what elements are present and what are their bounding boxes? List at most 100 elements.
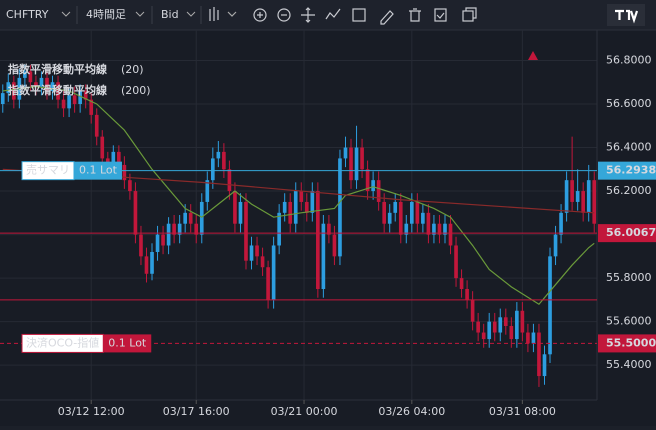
candle-body [260, 256, 265, 268]
y-tick-label: 56.8000 [606, 53, 652, 66]
y-tick-label: 56.4000 [606, 141, 652, 154]
candle-body [526, 332, 530, 344]
candle-body [509, 326, 514, 340]
logo-button[interactable] [607, 4, 645, 26]
candle-body [586, 180, 591, 213]
dropdown-arrow [227, 11, 237, 17]
alert-marker [528, 51, 538, 60]
candle-body [177, 223, 182, 235]
order-tag[interactable]: 決済OCO-指値 0.1 Lot [21, 333, 152, 353]
candle-body [183, 212, 188, 224]
candle-body [23, 71, 27, 78]
candle-body [365, 169, 370, 192]
dropdown-arrow [135, 11, 145, 17]
candle-body [233, 191, 237, 224]
x-tick-label: 03/31 08:00 [489, 405, 556, 418]
candle-body [299, 191, 304, 202]
candle-body [72, 95, 77, 104]
zoom-out-icon[interactable] [277, 8, 291, 22]
candle-body [343, 147, 348, 159]
order-lot: 0.1 Lot [108, 336, 147, 349]
order-label: 売サマリ [26, 164, 70, 177]
indicator-icon[interactable] [325, 8, 341, 20]
candle-body [592, 180, 597, 224]
candle-body [360, 147, 364, 170]
candle-body [133, 191, 138, 235]
timeframe[interactable]: 4時間足 [86, 8, 126, 21]
candle-body [50, 82, 55, 91]
candle-body [393, 201, 398, 213]
candle-body [321, 223, 326, 289]
candle-body [0, 93, 5, 104]
dropdown-arrow [61, 11, 71, 17]
zoom-in-icon[interactable] [253, 8, 267, 22]
candle-body [277, 212, 281, 246]
candle-body [559, 212, 563, 235]
price-tag [598, 334, 656, 353]
candle-body [34, 82, 38, 87]
candle-body [83, 90, 88, 100]
order-lot: 0.1 Lot [79, 164, 118, 177]
candle-body [564, 180, 569, 213]
x-tick-label: 03/12 12:00 [58, 405, 125, 418]
candle-body [553, 234, 558, 257]
symbol[interactable]: CHFTRY [6, 8, 49, 21]
legend-name: 指数平滑移動平均線 [8, 83, 107, 97]
x-tick-label: 03/17 16:00 [163, 405, 230, 418]
candle-body [376, 180, 381, 202]
candles [0, 64, 597, 387]
symbol-select[interactable]: CHFTRY [6, 8, 71, 21]
candle-body [575, 191, 580, 202]
save-icon[interactable] [352, 8, 366, 22]
order-lot-box [74, 161, 122, 180]
delete-icon[interactable] [409, 8, 421, 22]
candle-body [216, 151, 221, 159]
candle-body [316, 191, 320, 289]
price-tag-label: 56.2938 [606, 164, 656, 177]
move-icon[interactable] [301, 7, 315, 23]
candle-body [448, 223, 453, 246]
candle-body [349, 147, 353, 181]
chart-type-icon[interactable] [209, 7, 219, 21]
y-tick-label: 56.2000 [606, 184, 652, 197]
candle-body [537, 332, 541, 377]
candle-body [238, 201, 243, 224]
window-back [465, 7, 477, 19]
candle-body [454, 245, 458, 279]
candle-body [382, 201, 387, 224]
order-label: 決済OCO-指値 [26, 335, 99, 349]
candle-body [548, 256, 552, 355]
candle-body [492, 321, 497, 333]
candle-body [56, 82, 60, 100]
candle-body [282, 201, 287, 213]
candle-body [6, 82, 11, 94]
candle-body [222, 151, 226, 170]
candle-body [570, 180, 574, 202]
x-tick-label: 03/26 04:00 [378, 405, 445, 418]
candle-body [443, 223, 447, 235]
candle-body [45, 77, 49, 91]
draw-icon[interactable] [380, 10, 394, 25]
candle-body [581, 191, 586, 213]
candle-body [503, 317, 508, 326]
candle-body [415, 201, 420, 224]
y-tick-label: 56.6000 [606, 97, 652, 110]
candle-body [39, 77, 44, 87]
candle-body [244, 201, 248, 261]
window-icon[interactable] [462, 10, 474, 22]
candle-body [481, 332, 486, 340]
candle-body [28, 71, 33, 83]
candle-body [249, 245, 254, 261]
order-lot-box [103, 334, 152, 353]
zoom-in-plus [257, 12, 263, 18]
order-icon[interactable] [434, 8, 447, 22]
candle-body [210, 158, 215, 181]
candle-body [11, 82, 16, 100]
price-type-select[interactable]: Bid [161, 8, 196, 21]
candle-body [293, 191, 298, 224]
timeframe-select[interactable]: 4時間足 [86, 8, 145, 21]
candle-body [166, 223, 171, 246]
price-type[interactable]: Bid [161, 8, 179, 21]
order-tag[interactable]: 売サマリ 0.1 Lot [21, 161, 122, 181]
